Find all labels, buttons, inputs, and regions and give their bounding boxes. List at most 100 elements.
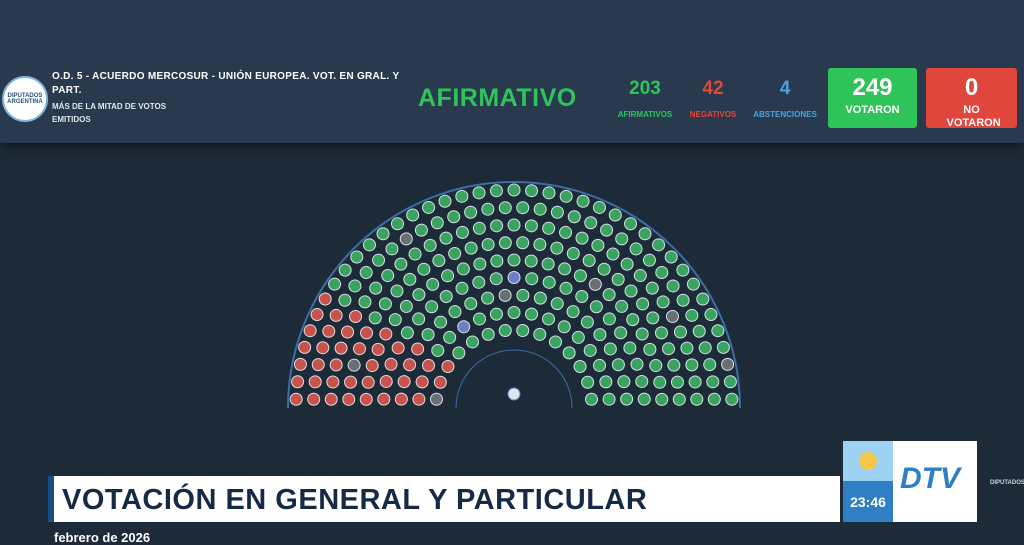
sun-disc — [859, 452, 877, 470]
seat — [399, 299, 413, 313]
seat — [653, 375, 667, 389]
seat — [602, 312, 616, 326]
seat — [646, 311, 660, 325]
seat — [624, 217, 638, 231]
seat — [725, 392, 739, 406]
seat — [439, 289, 453, 303]
seat — [575, 231, 589, 245]
lower-third — [48, 476, 840, 522]
seat — [533, 238, 547, 252]
seat — [447, 210, 461, 224]
count-value: 4 — [779, 78, 791, 99]
seat — [342, 392, 356, 406]
seat — [359, 392, 373, 406]
seat — [433, 375, 447, 389]
hemicycle-inner — [455, 349, 573, 409]
seat — [362, 238, 376, 252]
seat — [379, 374, 393, 388]
seat — [599, 375, 613, 389]
clock: 23:46 — [843, 481, 893, 522]
seat — [600, 223, 614, 237]
logo: DIPUTADOS ARGENTINA — [2, 76, 48, 122]
seat — [635, 374, 649, 388]
seat — [542, 221, 556, 235]
seat — [524, 219, 538, 233]
seat — [394, 392, 408, 406]
seat — [516, 288, 530, 302]
seat — [360, 326, 374, 340]
seat — [571, 330, 585, 344]
seat — [481, 202, 495, 216]
seat — [615, 299, 629, 313]
seat — [533, 291, 547, 305]
seat — [400, 326, 414, 340]
count-value: 0 — [964, 74, 979, 101]
seat — [716, 340, 730, 354]
seat — [369, 281, 383, 295]
seat — [384, 357, 398, 371]
seat — [324, 392, 338, 406]
seat — [580, 315, 594, 329]
seat — [347, 358, 361, 372]
sun — [859, 452, 877, 470]
seat — [642, 253, 656, 267]
seat — [533, 202, 547, 216]
seat — [412, 392, 426, 406]
seat — [472, 186, 486, 200]
weather-icon — [843, 441, 893, 481]
seat — [434, 315, 448, 329]
seat — [481, 238, 495, 252]
seat — [633, 269, 647, 283]
seat — [562, 346, 576, 360]
seat — [473, 257, 487, 271]
seat — [490, 219, 504, 233]
seat — [507, 218, 521, 232]
seat — [617, 375, 631, 389]
seat — [455, 281, 469, 295]
seat — [472, 221, 486, 235]
seat — [608, 208, 622, 222]
seat — [602, 288, 616, 302]
seat — [289, 392, 303, 406]
seat — [593, 328, 607, 342]
seat — [390, 284, 404, 298]
seat — [421, 328, 435, 342]
seat — [489, 272, 503, 286]
seat — [371, 342, 385, 356]
seat — [649, 359, 663, 373]
corner-logo: DIPUTADOS — [990, 480, 1024, 486]
seat — [349, 310, 363, 323]
seat — [464, 241, 478, 255]
seat — [666, 279, 680, 293]
seat — [432, 254, 446, 268]
seat — [498, 288, 512, 302]
seat — [372, 253, 386, 267]
seat — [698, 341, 712, 355]
seat — [676, 293, 690, 307]
seat — [466, 335, 480, 349]
seat — [559, 189, 573, 203]
seat — [611, 272, 625, 286]
seat — [430, 216, 444, 230]
seat — [411, 342, 425, 356]
seat — [441, 360, 455, 374]
seat — [667, 358, 681, 372]
seat — [308, 375, 322, 389]
seat — [592, 200, 606, 214]
seat — [307, 392, 321, 406]
seat — [452, 346, 466, 360]
seat — [533, 327, 547, 341]
seat — [455, 189, 469, 203]
seat — [620, 392, 634, 406]
seat — [692, 324, 706, 338]
seat — [408, 247, 422, 261]
seat — [583, 343, 597, 357]
seat — [507, 183, 521, 197]
seat — [507, 271, 521, 284]
count-label: VOTARON — [845, 104, 900, 116]
seat — [326, 375, 340, 389]
seat — [615, 232, 629, 246]
seat — [464, 205, 478, 219]
seat — [352, 342, 366, 356]
